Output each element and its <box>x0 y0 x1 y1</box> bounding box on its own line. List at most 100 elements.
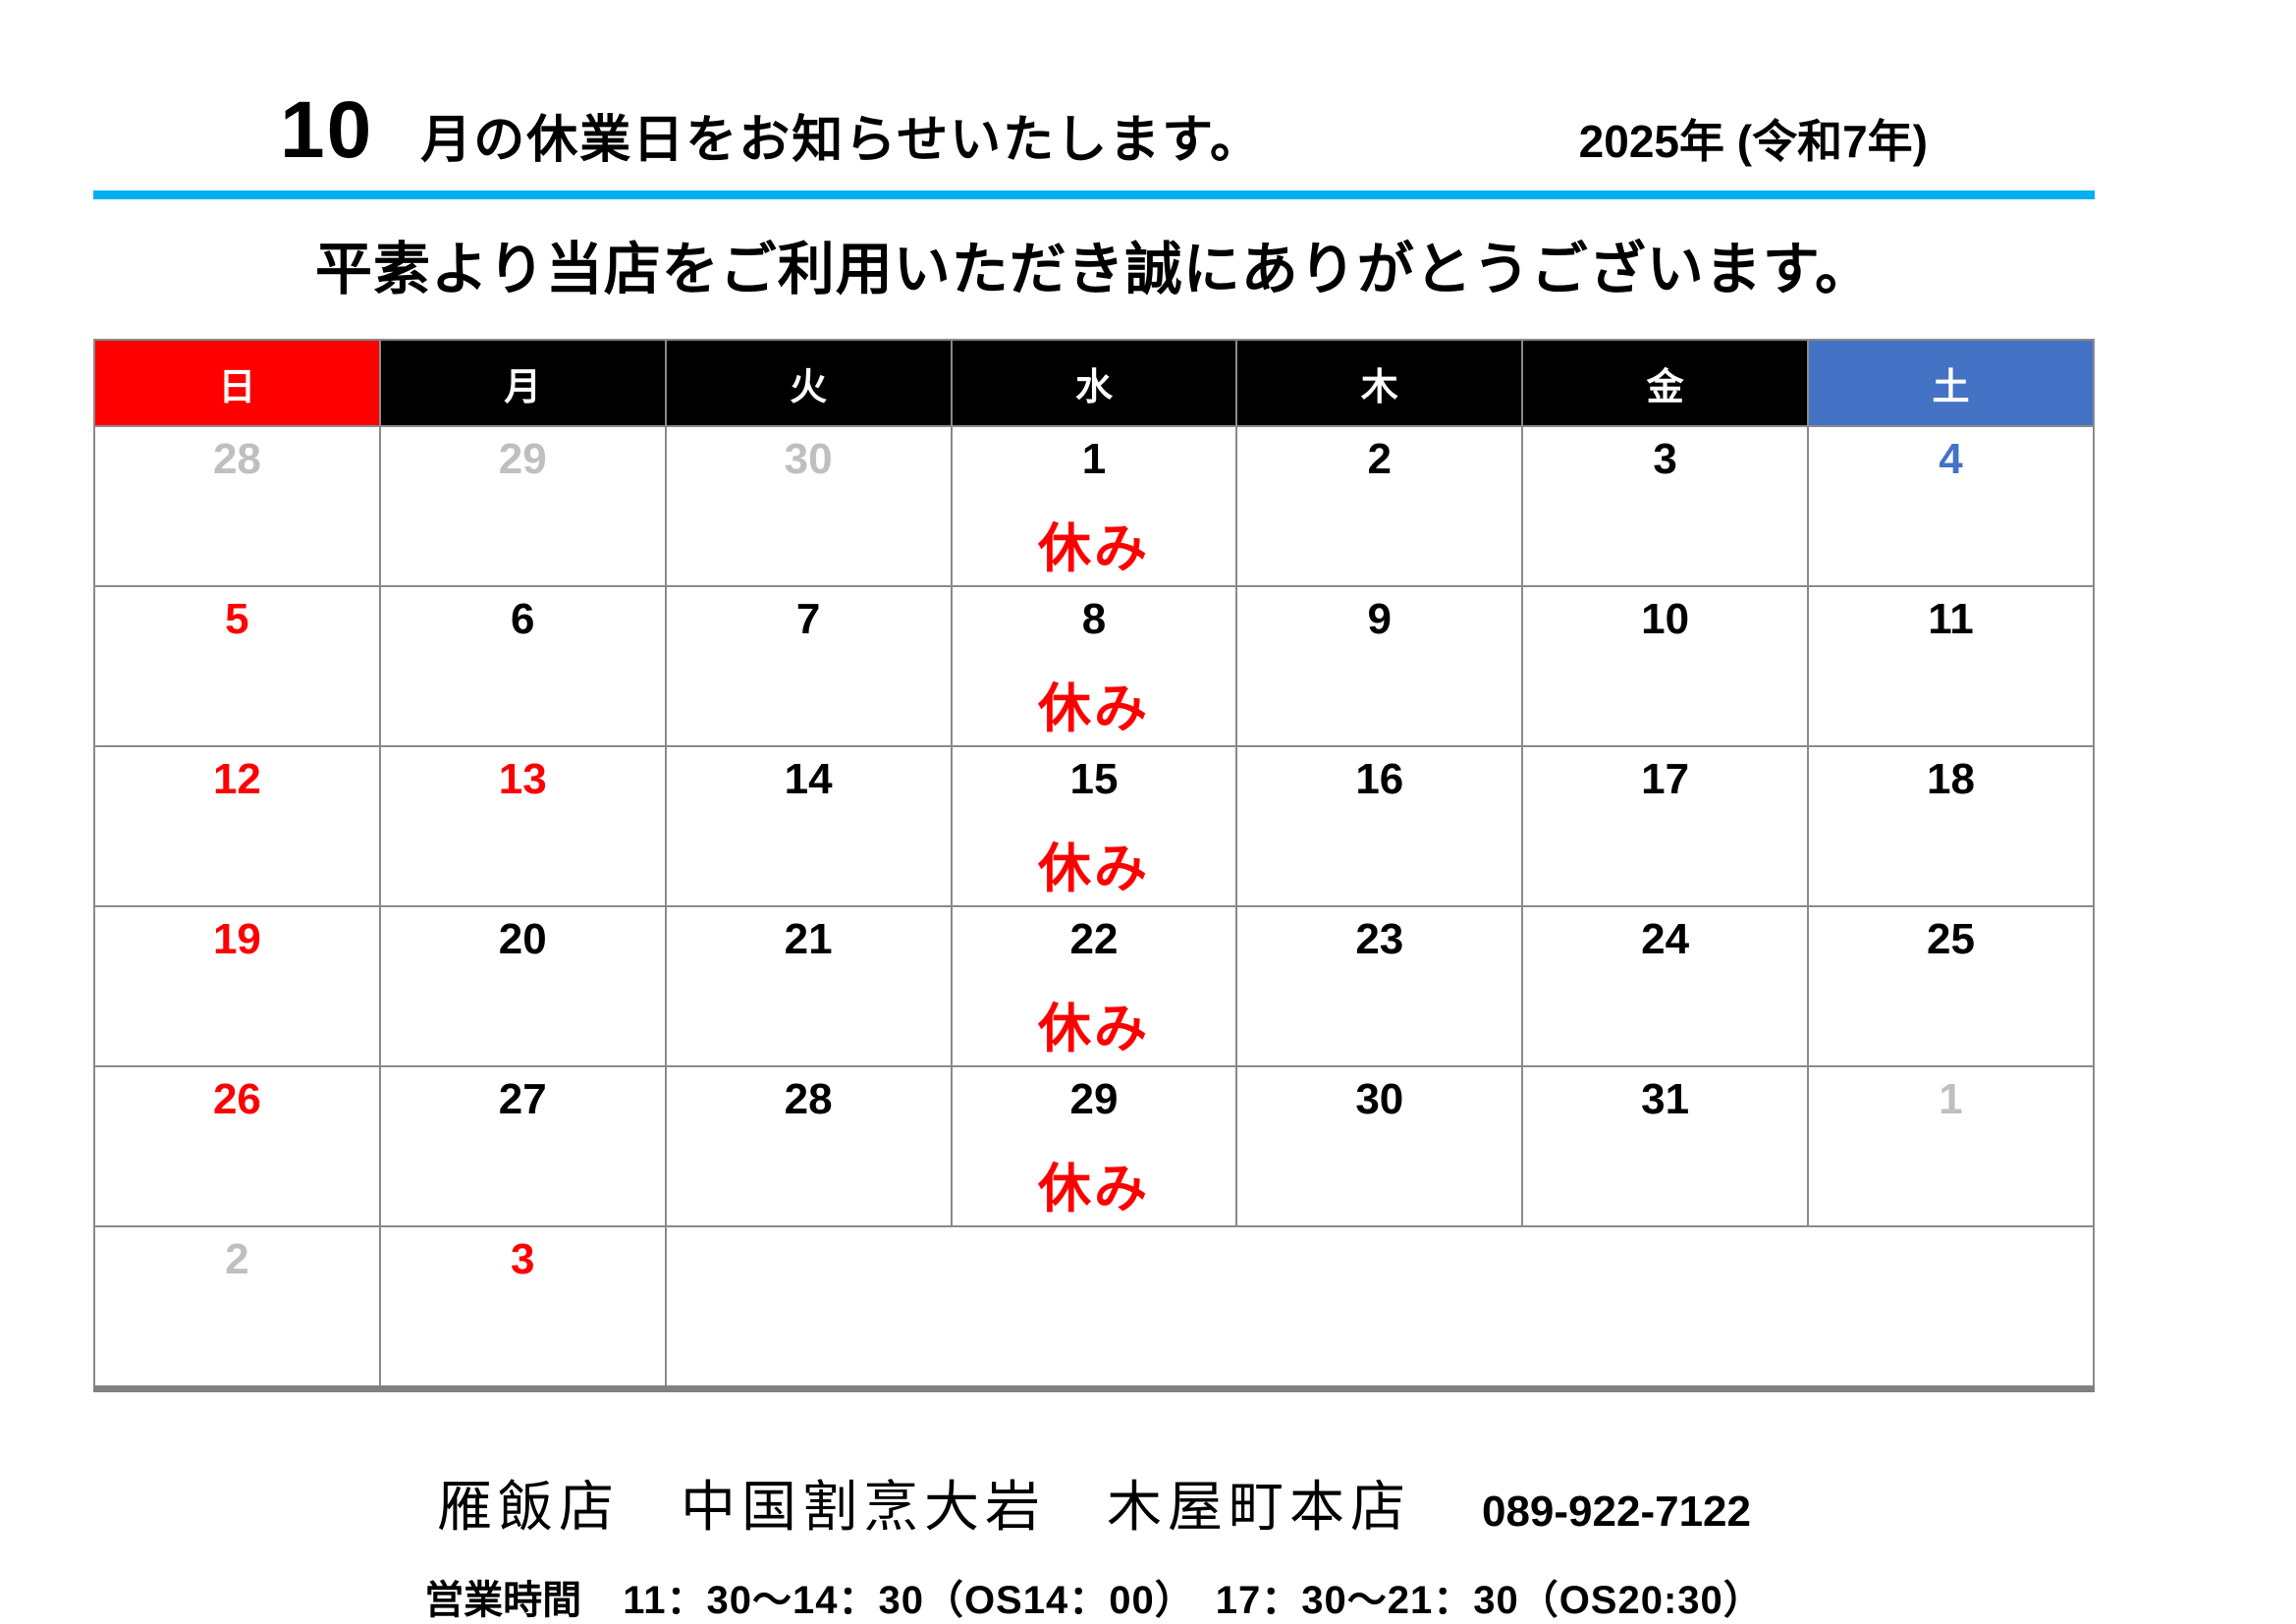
calendar-week-row: 19 20 21 22 休み 23 24 25 <box>93 905 2095 1067</box>
day-number: 4 <box>1939 435 1963 483</box>
day-number: 25 <box>1927 915 1975 963</box>
day-number: 29 <box>498 435 547 483</box>
day-number: 3 <box>1653 435 1677 483</box>
calendar-day-cell: 18 <box>1807 745 2095 907</box>
page-header: 10 月の休業日をお知らせいたします。 2025年 (令和7年) <box>93 0 2095 177</box>
day-number: 28 <box>784 1075 833 1123</box>
day-number: 11 <box>1928 595 1974 643</box>
footer-hours-line: 営業時間 11：30～14：30（OS14：00） 17：30～21：30（OS… <box>93 1568 2095 1624</box>
day-number: 5 <box>225 595 249 643</box>
calendar-day-cell: 10 <box>1521 585 1810 747</box>
calendar-day-cell: 19 <box>93 905 381 1067</box>
calendar-day-cell: 29 <box>378 425 667 587</box>
day-number: 12 <box>212 755 261 803</box>
store-name: 雁飯店 中国割烹大岩 木屋町本店 <box>436 1476 1411 1538</box>
calendar-day-cell: 15 休み <box>950 745 1238 907</box>
calendar-day-cell: 4 <box>1807 425 2095 587</box>
calendar-week-row: 12 13 14 15 休み 16 17 18 <box>93 745 2095 907</box>
day-number: 10 <box>1641 595 1690 643</box>
weekday-header: 木 <box>1235 339 1524 427</box>
hours-label: 営業時間 <box>424 1579 582 1622</box>
weekday-header: 日 <box>93 339 381 427</box>
calendar-day-cell: 14 <box>664 745 953 907</box>
day-number: 28 <box>212 435 261 483</box>
day-number: 17 <box>1641 755 1690 803</box>
day-number: 16 <box>1355 755 1404 803</box>
calendar-day-cell: 29 休み <box>950 1065 1238 1227</box>
calendar-day-cell: 30 <box>664 425 953 587</box>
calendar-day-cell: 1 <box>1807 1065 2095 1227</box>
day-number: 26 <box>212 1075 261 1123</box>
day-number: 24 <box>1641 915 1690 963</box>
day-number: 31 <box>1641 1075 1690 1123</box>
day-number: 23 <box>1355 915 1404 963</box>
calendar-week-row: 28 29 30 1 休み 2 3 4 <box>93 425 2095 587</box>
calendar-week-row: 26 27 28 29 休み 30 31 1 <box>93 1065 2095 1227</box>
page-title: 月の休業日をお知らせいたします。 <box>420 112 1263 169</box>
day-number: 8 <box>1081 595 1107 643</box>
calendar-day-cell: 16 <box>1235 745 1524 907</box>
day-number: 13 <box>498 755 547 803</box>
weekday-header: 金 <box>1521 339 1810 427</box>
calendar-day-cell: 28 <box>93 425 381 587</box>
calendar-day-cell: 9 <box>1235 585 1524 747</box>
calendar-week-row: 5 6 7 8 休み 9 10 11 <box>93 585 2095 747</box>
closed-day-label: 休み <box>1037 518 1150 578</box>
calendar-day-cell: 3 <box>1521 425 1810 587</box>
closed-day-label: 休み <box>1037 999 1150 1058</box>
day-number: 2 <box>1367 435 1393 483</box>
month-number: 10 <box>280 85 374 175</box>
day-number: 30 <box>1355 1075 1404 1123</box>
day-number: 27 <box>498 1075 547 1123</box>
day-number: 20 <box>498 915 547 963</box>
phone-number: 089-922-7122 <box>1481 1488 1751 1536</box>
weekday-header: 月 <box>378 339 667 427</box>
calendar-day-cell: 2 <box>1235 425 1524 587</box>
day-number: 3 <box>511 1235 535 1283</box>
calendar-body: 28 29 30 1 休み 2 3 4 5 6 7 8 休み 9 10 11 12 13 14 15 休み 16 17 18 1… <box>93 425 2096 1390</box>
calendar-day-cell: 6 <box>378 585 667 747</box>
day-number: 21 <box>784 915 833 963</box>
day-number: 9 <box>1367 595 1393 643</box>
calendar-day-cell: 7 <box>664 585 953 747</box>
closed-day-label: 休み <box>1037 1159 1150 1218</box>
day-number: 6 <box>511 595 535 643</box>
day-number: 30 <box>784 435 833 483</box>
weekday-header: 火 <box>664 339 953 427</box>
calendar-day-cell: 2 <box>93 1225 381 1390</box>
calendar-day-cell: 25 <box>1807 905 2095 1067</box>
calendar-table: 日月火水木金土 28 29 30 1 休み 2 3 4 5 6 7 8 休み 9 10 11 12 13 14 15 休… <box>93 339 2096 1392</box>
day-number: 19 <box>212 915 261 963</box>
year-label: 2025年 (令和7年) <box>1578 116 1928 167</box>
day-number: 1 <box>1939 1075 1963 1123</box>
calendar-day-cell: 17 <box>1521 745 1810 907</box>
calendar-weekday-header-row: 日月火水木金土 <box>93 339 2095 427</box>
footer-store-line: 雁飯店 中国割烹大岩 木屋町本店 089-922-7122 <box>93 1463 2095 1543</box>
closed-day-label: 休み <box>1037 678 1150 738</box>
closed-day-label: 休み <box>1037 839 1150 898</box>
day-number: 18 <box>1927 755 1975 803</box>
calendar-day-cell <box>664 1225 2096 1390</box>
weekday-header: 土 <box>1807 339 2095 427</box>
day-number: 1 <box>1081 435 1107 483</box>
calendar-day-cell: 5 <box>93 585 381 747</box>
calendar-day-cell: 26 <box>93 1065 381 1227</box>
calendar-day-cell: 13 <box>378 745 667 907</box>
day-number: 22 <box>1069 915 1119 963</box>
calendar-day-cell: 24 <box>1521 905 1810 1067</box>
calendar-day-cell: 31 <box>1521 1065 1810 1227</box>
weekday-header: 水 <box>950 339 1238 427</box>
calendar-day-cell: 30 <box>1235 1065 1524 1227</box>
calendar-day-cell: 27 <box>378 1065 667 1227</box>
day-number: 15 <box>1069 755 1119 803</box>
calendar-day-cell: 12 <box>93 745 381 907</box>
day-number: 7 <box>795 595 821 643</box>
calendar-day-cell: 28 <box>664 1065 953 1227</box>
calendar-day-cell: 1 休み <box>950 425 1238 587</box>
calendar-day-cell: 21 <box>664 905 953 1067</box>
greeting-text: 平素より当店をご利用いただき誠にありがとうございます。 <box>314 238 1874 301</box>
calendar-day-cell: 20 <box>378 905 667 1067</box>
day-number: 29 <box>1069 1075 1119 1123</box>
